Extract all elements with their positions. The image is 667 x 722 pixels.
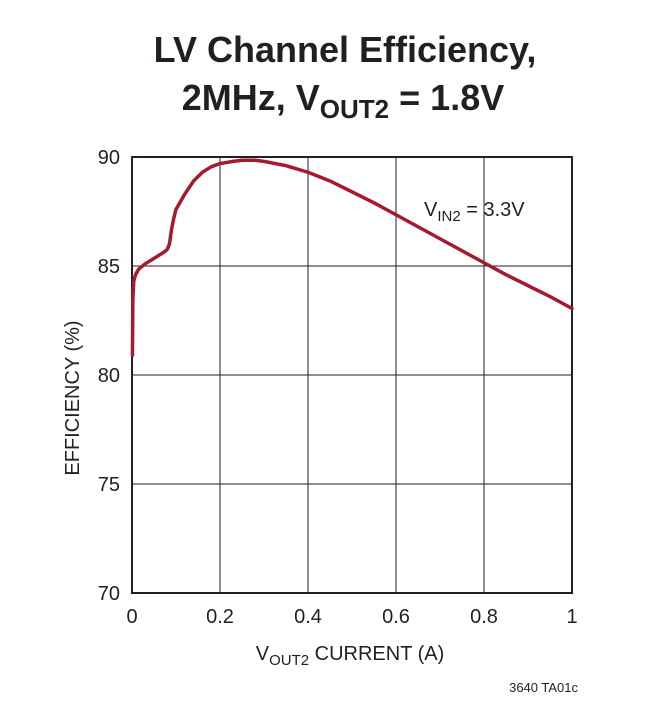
x-axis-label-prefix: V (256, 643, 270, 665)
y-axis-label: EFFICIENCY (%) (62, 320, 84, 475)
x-tick-label: 1 (566, 606, 577, 628)
x-tick-label: 0.2 (206, 606, 234, 628)
x-tick-label: 0.4 (294, 606, 322, 628)
annotation-suffix: = 3.3V (461, 199, 526, 221)
annotation-prefix: V (424, 199, 438, 221)
chart-title-line2: 2MHz, VOUT2 = 1.8V (182, 77, 504, 124)
tick-layer: 0 0.2 0.4 0.6 0.8 1 70 75 80 85 90 (98, 147, 578, 628)
chart-title-line2-suffix: = 1.8V (389, 77, 504, 118)
y-tick-label: 75 (98, 474, 120, 496)
y-tick-label: 70 (98, 583, 120, 605)
series-line-vin2-3v3 (130, 158, 574, 358)
plot-frame (131, 156, 573, 594)
x-tick-label: 0.6 (382, 606, 410, 628)
series-layer (130, 158, 574, 358)
chart-title-line1: LV Channel Efficiency, (154, 29, 537, 70)
chart-title-line2-prefix: 2MHz, V (182, 77, 320, 118)
figure-code: 3640 TA01c (509, 680, 578, 695)
chart-title-line2-sub: OUT2 (320, 94, 389, 124)
x-axis-label-suffix: CURRENT (A) (309, 643, 444, 665)
y-tick-label: 80 (98, 365, 120, 387)
grid-layer (131, 156, 573, 594)
x-tick-label: 0.8 (470, 606, 498, 628)
y-tick-label: 90 (98, 147, 120, 169)
annotation-sub: IN2 (437, 208, 460, 225)
y-tick-label: 85 (98, 256, 120, 278)
x-tick-label: 0 (126, 606, 137, 628)
x-axis-label-sub: OUT2 (269, 652, 309, 669)
series-annotation: VIN2 = 3.3V (424, 199, 525, 225)
x-axis-label: VOUT2 CURRENT (A) (256, 643, 445, 669)
